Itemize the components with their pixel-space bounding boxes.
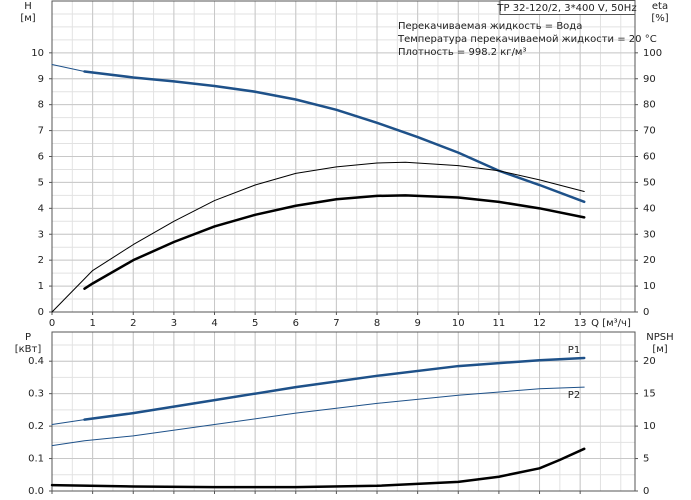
y-tick-label: 0: [38, 307, 44, 318]
y-axis-label: H: [24, 1, 32, 12]
curve: [51, 64, 85, 72]
curve: [50, 447, 586, 489]
y2-tick-label: 10: [643, 421, 656, 432]
y2-tick-label: 100: [643, 48, 662, 59]
y2-tick-label: 20: [643, 356, 656, 367]
y-tick-label: 0.3: [28, 389, 44, 400]
y-tick-label: 0.4: [28, 356, 44, 367]
x-tick-label: 9: [414, 318, 420, 329]
curve: [83, 356, 586, 421]
y2-tick-label: 15: [643, 389, 656, 400]
x-tick-label: 10: [452, 318, 465, 329]
note: Перекачиваемая жидкость = Вода: [398, 21, 582, 32]
y-tick-label: 3: [38, 229, 44, 240]
chart-title: TP 32-120/2, 3*400 V, 50Hz: [496, 3, 636, 14]
plot-frame: [51, 331, 636, 492]
y2-tick-label: 30: [643, 229, 656, 240]
series-label: P2: [568, 390, 580, 401]
y-tick-label: 4: [38, 203, 44, 214]
y-tick-label: 0.2: [28, 421, 44, 432]
y-tick-label: 5: [38, 177, 44, 188]
y2-tick-label: 10: [643, 281, 656, 292]
x-axis-label: Q [м³/ч]: [591, 318, 631, 329]
y2-tick-label: 20: [643, 255, 656, 266]
y2-tick-label: 80: [643, 100, 656, 111]
y-tick-label: 6: [38, 152, 44, 163]
y-tick-label: 0.1: [28, 454, 44, 465]
x-tick-label: 2: [130, 318, 136, 329]
x-tick-label: 5: [252, 318, 258, 329]
y-axis-label: [кВт]: [15, 344, 42, 355]
y-tick-label: 2: [38, 255, 44, 266]
note: Плотность = 998.2 кг/м³: [398, 47, 527, 58]
curve: [51, 386, 585, 447]
x-tick-label: 6: [293, 318, 299, 329]
curve: [51, 161, 585, 313]
x-tick-label: 8: [374, 318, 380, 329]
y-tick-label: 7: [38, 126, 44, 137]
y2-tick-label: 0: [643, 486, 649, 497]
y-tick-label: 8: [38, 100, 44, 111]
y-axis-label: P: [25, 332, 31, 343]
y-tick-label: 1: [38, 281, 44, 292]
x-tick-label: 4: [211, 318, 217, 329]
x-tick-label: 7: [333, 318, 339, 329]
y2-axis-label: NPSH: [646, 332, 673, 343]
y2-tick-label: 70: [643, 126, 656, 137]
y2-axis-label: eta: [652, 1, 668, 12]
y2-tick-label: 60: [643, 152, 656, 163]
y2-axis-label: [%]: [651, 13, 668, 24]
y2-axis-label: [м]: [652, 344, 667, 355]
x-tick-label: 11: [493, 318, 506, 329]
x-tick-label: 0: [49, 318, 55, 329]
y2-tick-label: 50: [643, 177, 656, 188]
y-tick-label: 9: [38, 74, 44, 85]
x-tick-label: 3: [171, 318, 177, 329]
curve: [83, 194, 586, 290]
plot-frame: [51, 0, 636, 313]
series-label: P1: [568, 345, 580, 356]
note: Температура перекачиваемой жидкости = 20…: [397, 34, 657, 45]
title-box: [499, 0, 636, 15]
x-tick-label: 13: [574, 318, 587, 329]
y2-tick-label: 40: [643, 203, 656, 214]
y-tick-label: 10: [31, 48, 44, 59]
y2-tick-label: 0: [643, 307, 649, 318]
y-tick-label: 0.0: [28, 486, 44, 497]
y2-tick-label: 90: [643, 74, 656, 85]
x-tick-label: 12: [533, 318, 546, 329]
y2-tick-label: 5: [643, 454, 649, 465]
x-tick-label: 1: [89, 318, 95, 329]
curve: [51, 419, 85, 425]
y-axis-label: [м]: [20, 13, 35, 24]
